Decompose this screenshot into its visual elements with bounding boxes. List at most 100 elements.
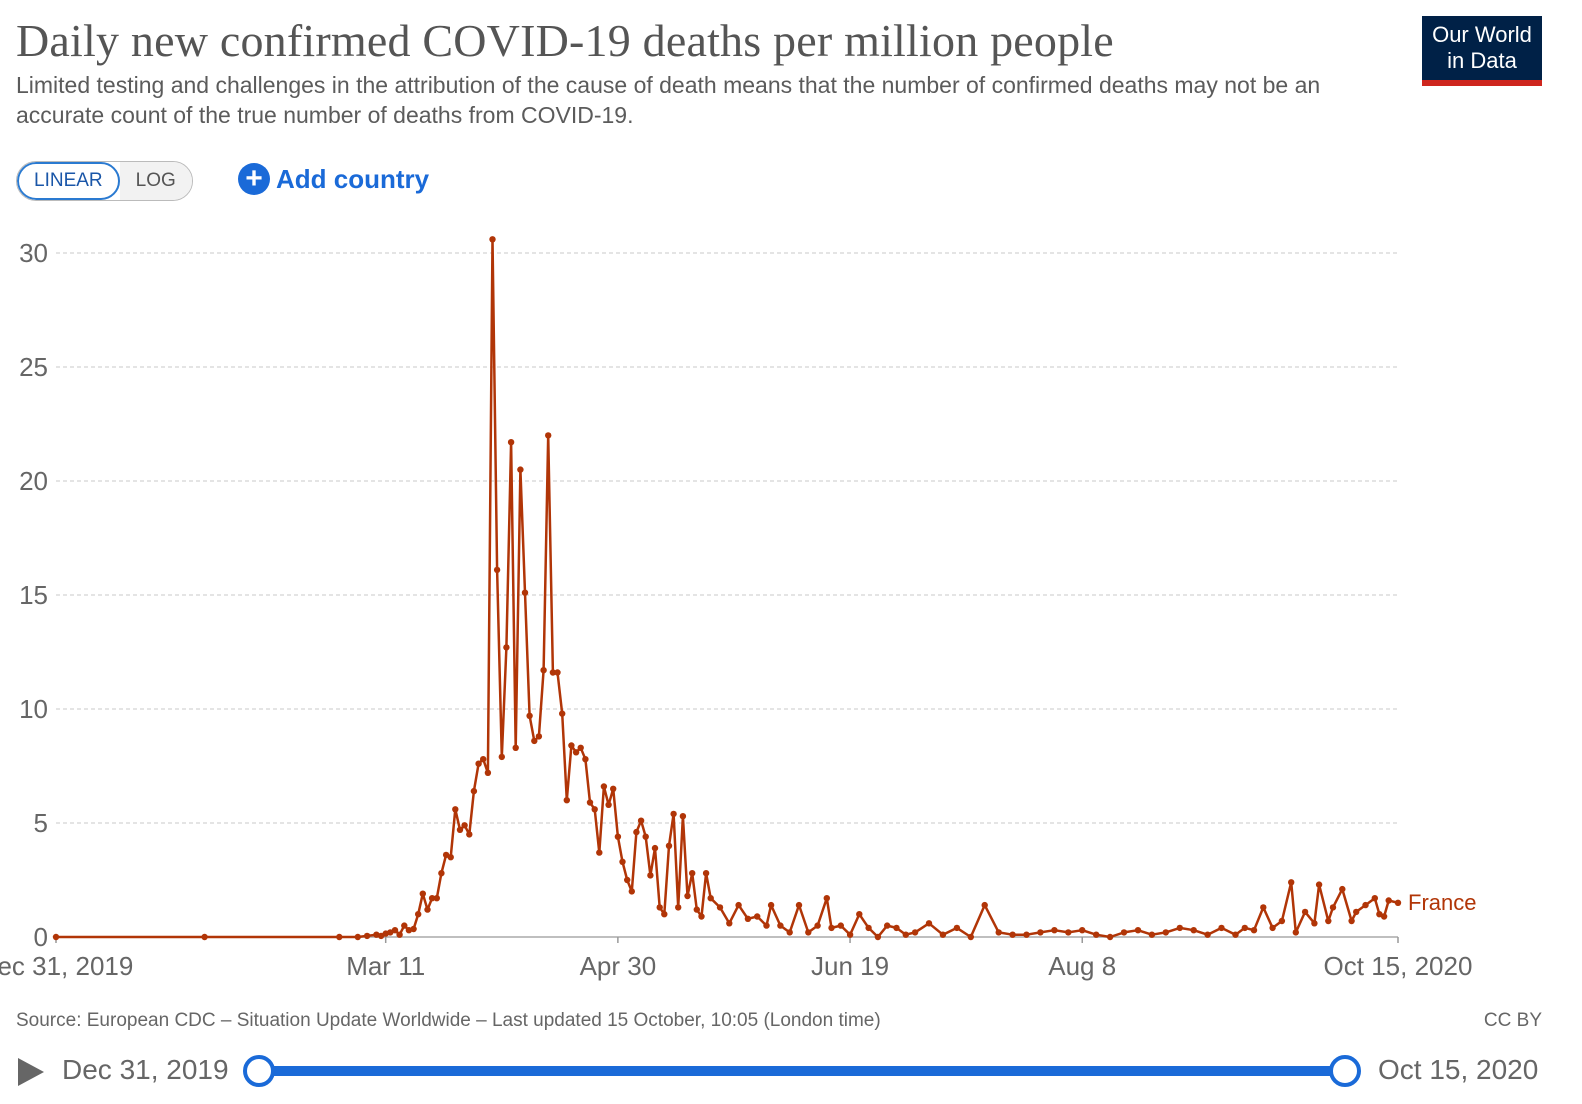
data-point <box>689 870 696 877</box>
data-point <box>716 904 724 911</box>
data-point <box>1120 929 1128 936</box>
data-point <box>1288 879 1295 886</box>
data-point <box>461 822 468 829</box>
data-point <box>633 828 640 836</box>
data-point <box>767 901 775 909</box>
owid-logo[interactable]: Our World in Data <box>1422 16 1542 86</box>
data-point <box>874 933 882 941</box>
data-point <box>661 911 668 918</box>
data-point <box>363 932 371 940</box>
x-tick-label: Dec 31, 2019 <box>0 951 133 981</box>
data-point <box>354 933 361 941</box>
data-point <box>396 931 403 938</box>
data-point <box>493 566 501 574</box>
x-tick-label: Jun 19 <box>811 951 889 981</box>
x-tick-label: Apr 30 <box>580 951 657 981</box>
x-tick-label: Aug 8 <box>1048 951 1116 981</box>
data-point <box>693 906 700 913</box>
data-point <box>846 931 854 938</box>
data-point <box>559 710 566 717</box>
add-country-label: Add country <box>276 163 430 194</box>
license-link[interactable]: CC BY <box>1483 1010 1542 1031</box>
data-point <box>1311 920 1318 927</box>
data-point <box>424 906 431 913</box>
x-tick-label: Mar 11 <box>346 951 425 981</box>
data-point <box>1301 908 1309 916</box>
data-point <box>1106 933 1114 941</box>
timeline-start-label: Dec 31, 2019 <box>62 1054 229 1085</box>
data-point <box>1371 895 1379 902</box>
data-point <box>754 913 761 920</box>
data-point <box>433 895 440 902</box>
data-point <box>586 799 594 806</box>
data-point <box>600 783 608 790</box>
series-line-france <box>56 238 1399 939</box>
data-point <box>410 925 417 933</box>
data-point <box>391 927 399 934</box>
data-point <box>1362 901 1369 909</box>
data-point <box>675 904 682 911</box>
data-point <box>52 933 60 941</box>
timeline-end-handle[interactable] <box>1329 1055 1361 1087</box>
data-point <box>336 933 343 941</box>
y-tick-label: 0 <box>34 922 48 952</box>
data-point <box>1250 927 1258 934</box>
data-point <box>1315 881 1323 888</box>
data-point <box>512 744 519 751</box>
log-scale-button[interactable]: LOG <box>119 162 192 200</box>
data-point <box>837 922 844 929</box>
data-point <box>591 806 598 813</box>
data-point <box>401 922 408 929</box>
data-point <box>484 769 492 776</box>
timeline-start-handle[interactable] <box>243 1055 275 1087</box>
data-point <box>628 888 635 895</box>
timeline-slider: Dec 31, 2019 Oct 15, 2020 <box>0 1046 1582 1096</box>
linear-scale-button[interactable]: LINEAR <box>17 162 120 200</box>
plus-circle-icon: + <box>238 163 270 195</box>
data-point <box>1292 929 1300 936</box>
data-point <box>572 749 580 756</box>
y-tick-label: 25 <box>19 352 48 382</box>
play-icon[interactable] <box>18 1058 44 1086</box>
data-point <box>201 933 208 941</box>
data-point <box>786 929 793 936</box>
data-point <box>1009 931 1016 938</box>
data-point <box>415 911 422 918</box>
data-point <box>577 744 584 751</box>
data-point <box>805 929 812 936</box>
data-point <box>1037 929 1044 936</box>
data-point <box>637 817 645 824</box>
data-point <box>684 892 691 900</box>
data-point <box>568 742 575 749</box>
data-point <box>1218 924 1225 932</box>
data-point <box>744 915 752 922</box>
data-point <box>981 901 988 909</box>
data-point <box>726 920 733 927</box>
data-point <box>619 858 626 865</box>
data-point <box>605 801 612 808</box>
y-tick-label: 5 <box>34 808 48 838</box>
data-point <box>438 870 445 877</box>
data-point <box>642 833 649 840</box>
data-point <box>1380 913 1388 920</box>
data-point <box>1065 929 1072 936</box>
data-point <box>884 922 891 929</box>
data-point <box>1269 924 1276 932</box>
data-point <box>549 669 557 676</box>
timeline-track[interactable] <box>258 1066 1345 1076</box>
data-point <box>670 810 677 818</box>
data-point <box>665 842 673 849</box>
data-point <box>902 931 909 938</box>
data-point <box>679 813 687 820</box>
data-point <box>610 785 617 792</box>
data-point <box>503 644 510 651</box>
data-point <box>521 589 529 596</box>
data-point <box>554 669 561 676</box>
data-point <box>865 924 872 932</box>
x-tick-label: Oct 15, 2020 <box>1324 951 1473 981</box>
add-country-button[interactable]: + Add country <box>238 163 429 195</box>
data-point <box>911 929 919 936</box>
data-point <box>489 236 496 243</box>
data-point <box>953 924 961 932</box>
data-point <box>1339 885 1346 893</box>
